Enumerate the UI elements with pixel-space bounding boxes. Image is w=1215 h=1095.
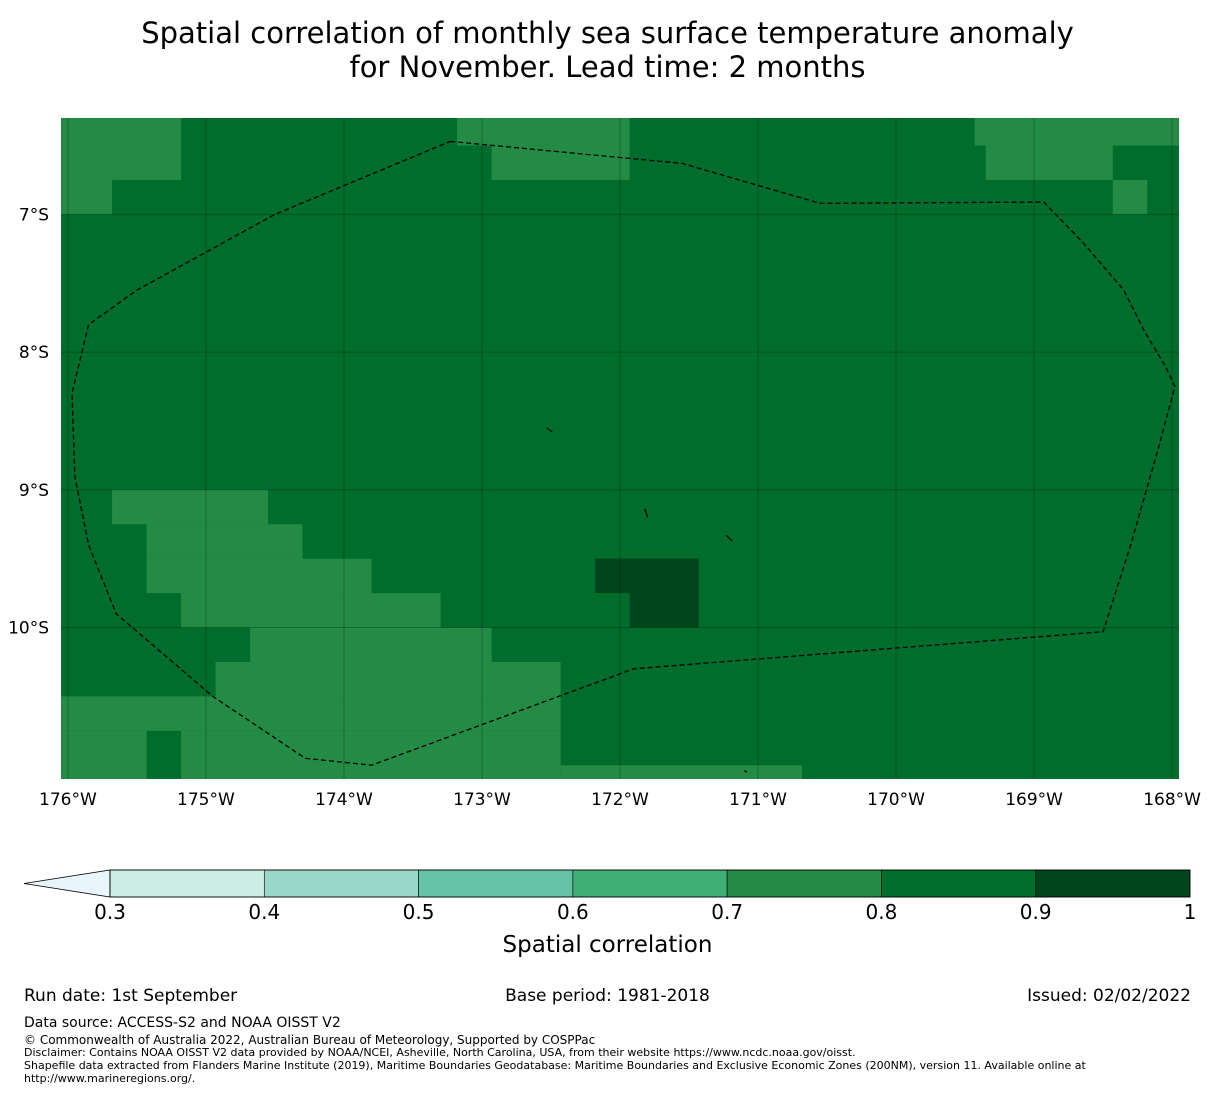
- longitude-tick-label: 168°W: [1143, 790, 1201, 810]
- correlation-cell: [629, 593, 699, 628]
- longitude-tick-label: 171°W: [729, 790, 787, 810]
- correlation-cell: [457, 118, 630, 146]
- colorbar-bin: [418, 869, 574, 898]
- map-title-line-2: for November. Lead time: 2 months: [349, 50, 866, 84]
- colorbar-tick-label: 0.8: [865, 900, 898, 924]
- island-outline: [644, 508, 649, 518]
- latitude-tick-label: 7°S: [19, 205, 49, 225]
- correlation-cell: [215, 661, 561, 697]
- colorbar-tick-label: 0.6: [556, 900, 589, 924]
- colorbar-tick-label: 1: [1183, 900, 1197, 924]
- correlation-cell: [146, 524, 303, 559]
- correlation-cell: [985, 145, 1113, 180]
- longitude-tick-label: 172°W: [591, 790, 649, 810]
- correlation-cell: [61, 696, 182, 731]
- colorbar-tick-label: 0.7: [711, 900, 744, 924]
- correlation-cell: [181, 696, 561, 731]
- data-source: Data source: ACCESS-S2 and NOAA OISST V2: [24, 1015, 341, 1031]
- longitude-tick-label: 174°W: [315, 790, 373, 810]
- colorbar-bin: [572, 869, 728, 898]
- longitude-tick-label: 175°W: [177, 790, 235, 810]
- colorbar-frame: [109, 869, 1191, 898]
- correlation-cell: [61, 179, 113, 215]
- colorbar-tick-label: 0.9: [1019, 900, 1052, 924]
- shapefile-credit: Shapefile data extracted from Flanders M…: [24, 1059, 1086, 1085]
- colorbar: [23, 869, 1191, 898]
- latitude-tick-label: 8°S: [19, 343, 49, 363]
- correlation-cell: [491, 145, 630, 180]
- issued-date: Issued: 02/02/2022: [1027, 986, 1191, 1006]
- correlation-map: [61, 118, 1179, 779]
- disclaimer: Disclaimer: Contains NOAA OISST V2 data …: [24, 1046, 856, 1059]
- base-period: Base period: 1981-2018: [505, 986, 710, 1006]
- colorbar-tick-label: 0.5: [402, 900, 435, 924]
- latitude-tick-label: 9°S: [19, 481, 49, 501]
- colorbar-title: Spatial correlation: [502, 932, 713, 958]
- correlation-cell: [61, 730, 147, 779]
- eez-boundary: [71, 140, 1176, 766]
- island-outline: [725, 534, 733, 542]
- colorbar-bin: [109, 869, 265, 898]
- correlation-cell: [61, 118, 182, 180]
- copyright-notice: © Commonwealth of Australia 2022, Austra…: [24, 1033, 596, 1047]
- correlation-cell: [181, 593, 441, 628]
- island-outline: [546, 427, 553, 433]
- correlation-cell: [560, 765, 803, 779]
- run-date: Run date: 1st September: [24, 986, 238, 1006]
- colorbar-extend-arrow: [23, 869, 111, 898]
- colorbar-bin: [881, 869, 1037, 898]
- colorbar-tick-label: 0.4: [248, 900, 281, 924]
- correlation-cell: [974, 118, 1179, 146]
- latitude-tick-label: 10°S: [8, 619, 49, 639]
- correlation-cell: [112, 489, 269, 525]
- colorbar-bin: [1035, 869, 1191, 898]
- correlation-cell: [146, 558, 372, 594]
- correlation-cell: [250, 627, 492, 662]
- correlation-cell: [181, 730, 561, 779]
- correlation-cell: [595, 558, 699, 594]
- map-title-line-1: Spatial correlation of monthly sea surfa…: [141, 16, 1074, 50]
- longitude-tick-label: 173°W: [453, 790, 511, 810]
- longitude-tick-label: 176°W: [39, 790, 97, 810]
- colorbar-tick-label: 0.3: [94, 900, 126, 924]
- map-axes: 176°W 175°W 174°W 173°W 172°W 171°W 170°W 169°W…: [8, 205, 1201, 810]
- island-outline: [743, 770, 748, 773]
- colorbar-bin: [726, 869, 882, 898]
- correlation-cell: [1112, 179, 1148, 215]
- longitude-tick-label: 170°W: [867, 790, 925, 810]
- colorbar-bin: [263, 869, 419, 898]
- longitude-tick-label: 169°W: [1005, 790, 1063, 810]
